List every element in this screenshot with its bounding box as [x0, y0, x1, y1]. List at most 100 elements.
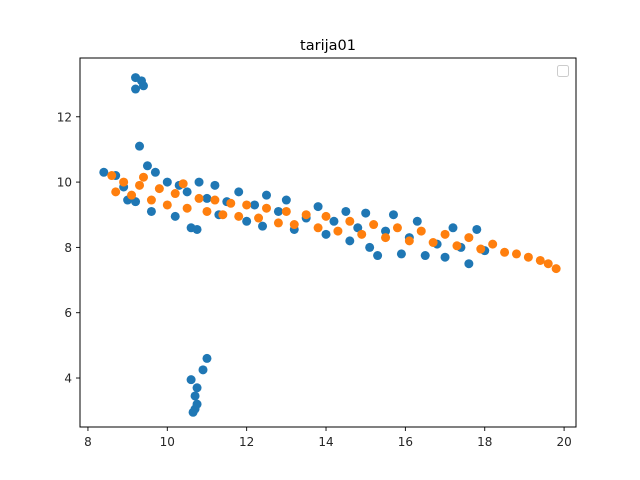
data-point: [262, 190, 271, 200]
data-point: [99, 167, 109, 177]
data-point: [448, 223, 458, 233]
data-point: [186, 375, 196, 385]
data-point: [500, 247, 510, 257]
data-point: [250, 200, 260, 210]
data-point: [313, 223, 323, 233]
y-tick-label: 12: [57, 110, 72, 124]
data-point: [392, 223, 402, 233]
data-point: [194, 177, 204, 187]
y-tick-label: 10: [57, 176, 72, 190]
data-point: [131, 84, 141, 94]
data-point: [345, 216, 355, 226]
data-point: [543, 259, 553, 269]
data-point: [333, 226, 343, 236]
data-point: [192, 383, 202, 393]
x-tick-label: 16: [398, 435, 413, 449]
data-point: [119, 177, 129, 187]
data-point: [551, 264, 561, 274]
x-tick-label: 20: [556, 435, 571, 449]
data-point: [254, 213, 264, 223]
data-point: [452, 241, 462, 251]
x-tick-label: 18: [477, 435, 492, 449]
data-point: [178, 179, 188, 189]
data-point: [381, 233, 391, 243]
data-point: [218, 210, 228, 220]
data-point: [341, 206, 351, 216]
data-point: [313, 202, 323, 212]
data-point: [150, 167, 160, 177]
data-point: [321, 229, 331, 239]
data-point: [464, 233, 474, 243]
data-point: [142, 161, 152, 171]
data-point: [428, 238, 438, 247]
data-point: [273, 218, 283, 228]
data-point: [198, 365, 208, 375]
series-2: [107, 171, 561, 274]
series-1: [99, 73, 490, 417]
plot-area: [99, 73, 561, 417]
data-point: [127, 190, 137, 200]
data-point: [476, 244, 486, 254]
data-point: [373, 251, 383, 261]
data-point: [188, 407, 198, 417]
data-point: [281, 195, 291, 205]
x-tick-label: 12: [239, 435, 254, 449]
data-point: [396, 249, 406, 259]
data-point: [135, 180, 145, 190]
data-point: [273, 206, 283, 216]
data-point: [464, 259, 474, 269]
data-point: [182, 203, 192, 213]
axis-ticks: 8 10 12 14 16 18 20 4 6 8 10 12: [57, 110, 572, 449]
data-point: [388, 210, 398, 220]
data-point: [381, 226, 391, 236]
data-point: [472, 224, 482, 234]
data-point: [162, 200, 172, 210]
data-point: [289, 220, 299, 230]
x-tick-label: 8: [84, 435, 92, 449]
data-point: [242, 200, 252, 210]
data-point: [146, 195, 156, 205]
data-point: [301, 210, 311, 220]
data-point: [162, 177, 172, 187]
data-point: [361, 208, 371, 218]
data-point: [523, 252, 533, 262]
chart-title: tarija01: [300, 38, 356, 54]
data-point: [262, 203, 271, 213]
y-tick-label: 8: [64, 241, 72, 255]
data-point: [135, 141, 145, 151]
data-point: [321, 211, 331, 221]
data-point: [138, 172, 148, 182]
y-tick-label: 4: [64, 372, 72, 386]
data-point: [511, 249, 521, 259]
data-point: [234, 211, 244, 221]
data-point: [535, 255, 545, 265]
data-point: [154, 184, 164, 194]
data-point: [210, 195, 220, 205]
data-point: [194, 193, 204, 203]
y-tick-label: 6: [64, 306, 72, 320]
data-point: [258, 221, 268, 231]
data-point: [202, 353, 212, 363]
data-point: [138, 81, 148, 91]
legend-box: [557, 65, 569, 77]
data-point: [365, 242, 375, 252]
data-point: [357, 229, 367, 239]
data-point: [170, 189, 180, 199]
data-point: [416, 226, 426, 236]
data-point: [440, 229, 450, 239]
axes-frame: [79, 57, 577, 428]
data-point: [107, 171, 117, 181]
data-point: [192, 224, 202, 234]
data-point: [170, 211, 180, 221]
data-point: [281, 206, 291, 216]
data-point: [182, 187, 192, 197]
data-point: [210, 180, 220, 190]
data-point: [420, 251, 430, 261]
data-point: [404, 236, 414, 246]
data-point: [440, 252, 450, 262]
data-point: [234, 187, 244, 197]
data-point: [202, 206, 212, 216]
x-tick-label: 14: [318, 435, 333, 449]
